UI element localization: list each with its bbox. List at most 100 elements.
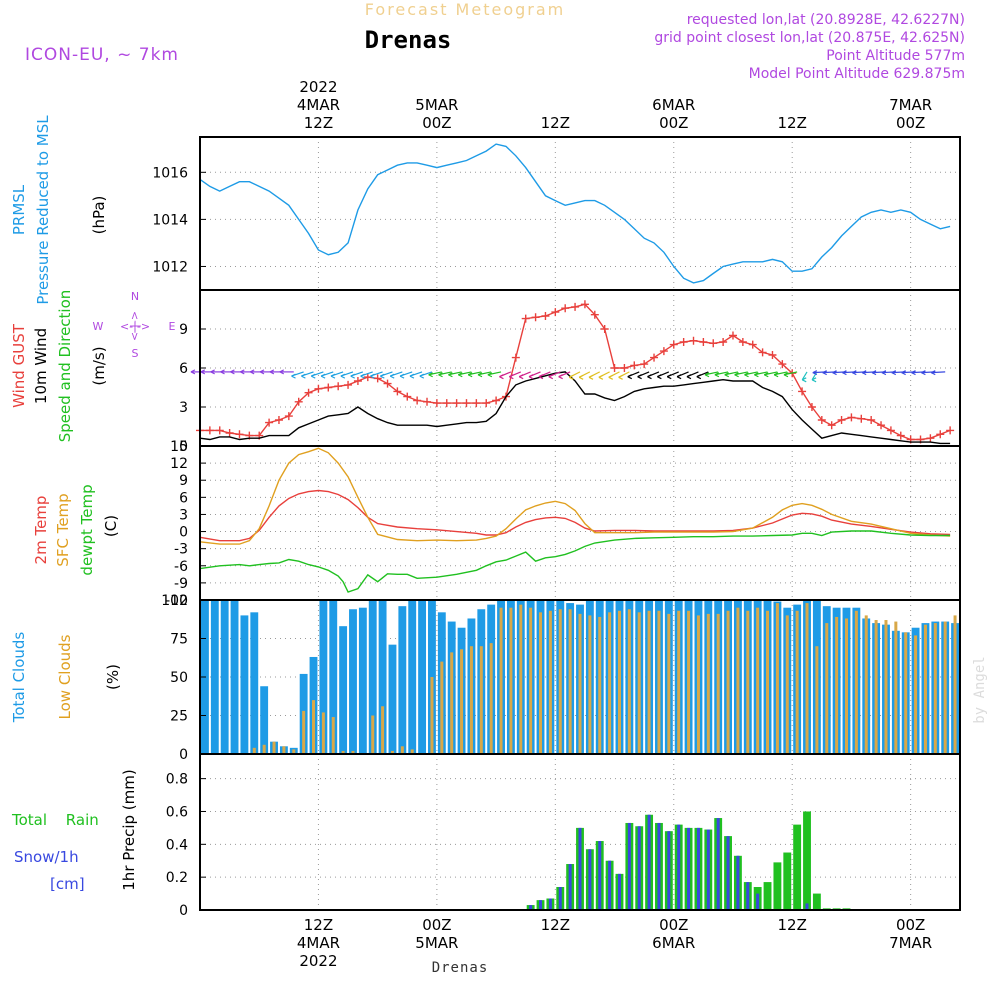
wind-direction-arrow (931, 371, 946, 374)
total-cloud-bar (220, 600, 229, 754)
low-cloud-bar (756, 607, 760, 754)
gust-marker (926, 434, 935, 443)
y-tick-label: 100 (161, 593, 188, 609)
wind-arrow-head (467, 372, 473, 378)
gust-marker (413, 396, 422, 405)
snow-bar (716, 818, 720, 910)
y-tick-label: 6 (179, 490, 188, 506)
rain-bar (803, 811, 811, 910)
gust-marker (551, 308, 560, 317)
snow-bar (637, 826, 641, 910)
wind-arrow-head (871, 370, 877, 376)
wind-arrow-head (509, 374, 514, 380)
wind-arrow-head (380, 373, 385, 379)
low-cloud-bar (775, 603, 779, 754)
chart-title: Drenas (365, 26, 452, 54)
low-cloud-bar (805, 603, 809, 754)
wind-arrow-head (881, 370, 887, 376)
wind-arrow-head (301, 373, 306, 379)
wind-arrow-head (911, 370, 916, 376)
y-tick-label: 25 (170, 709, 188, 725)
low-cloud-bar (884, 620, 888, 754)
gust-marker (265, 418, 274, 427)
gust-marker (205, 426, 214, 435)
wind-arrow-head (714, 372, 720, 378)
total-cloud-bar (378, 600, 387, 754)
snow-bar (677, 824, 681, 910)
y-tick-label: 0.6 (166, 804, 188, 820)
wind-arrow-head (627, 374, 633, 380)
wind-arrow-head (518, 374, 524, 380)
total-cloud-bar (230, 600, 239, 754)
time-label-top: 7MAR (889, 96, 932, 114)
wind-arrow-head (773, 372, 779, 378)
gust-marker (620, 364, 629, 372)
gust-marker (817, 416, 826, 424)
low-cloud-bar (766, 610, 770, 754)
gust-marker (798, 387, 807, 396)
precip-side-labels: Total Rain Snow/1h [cm] 1hr Precip (mm) (11, 769, 138, 893)
snow-bar (617, 873, 621, 910)
time-label-top: 2022 (299, 78, 337, 96)
time-label-top: 6MAR (652, 96, 695, 114)
compass-south: S (132, 347, 139, 360)
gust-marker (719, 338, 728, 346)
prmsl-label: PRMSL (10, 184, 28, 235)
low-cloud-bar (687, 610, 691, 754)
gust-marker (738, 338, 747, 346)
wind-arrow-head (734, 372, 739, 378)
wind-arrow-head (657, 374, 662, 380)
low-cloud-bar (923, 624, 927, 754)
low-cloud-bar (864, 615, 868, 754)
gust-marker (225, 429, 234, 437)
total-cloud-bar (388, 644, 397, 754)
gust-marker (679, 338, 688, 346)
time-label-bottom: 00Z (896, 916, 925, 934)
wind-arrow-head (340, 373, 346, 379)
low-cloud-bar (647, 610, 651, 754)
wind-dir-label: Speed and Direction (56, 290, 74, 443)
low-cloud-bar (953, 615, 957, 754)
wind-arrow-head (210, 369, 215, 375)
low-cloud-bar (637, 612, 641, 754)
wind-arrow-head (852, 370, 857, 376)
low-cloud-bar (736, 607, 740, 754)
low-cloud-bar (568, 609, 572, 754)
time-label-bottom: 7MAR (889, 934, 932, 952)
temperature-side-labels: 2m Temp SFC Temp dewpt Temp (C) (32, 484, 120, 575)
low-cloud-bar (598, 616, 602, 754)
gust-marker (324, 383, 333, 392)
wind-arrow-head (921, 370, 926, 376)
gust-marker (472, 399, 481, 408)
low-cloud-bar (746, 610, 750, 754)
wind-arrow-head (686, 374, 692, 380)
low-cloud-bar (854, 610, 858, 754)
snow-bar (657, 822, 661, 910)
time-label-bottom: 12Z (778, 916, 807, 934)
snow-bar (687, 827, 691, 910)
total-cloud-bar (358, 607, 367, 754)
time-label-bottom: 00Z (422, 916, 451, 934)
gust-marker (837, 416, 846, 424)
watermark: by Angel (972, 656, 988, 723)
gust-marker (827, 421, 836, 430)
gust-marker (442, 399, 451, 408)
low-cloud-bar (539, 612, 543, 754)
y-tick-label: -3 (174, 542, 188, 558)
gust-marker (541, 312, 550, 320)
compass-west: W (93, 320, 104, 333)
gust-marker (590, 310, 599, 319)
total-cloud-bar (260, 686, 269, 754)
total-cloud-bar (250, 612, 259, 754)
low-cloud-bar (943, 621, 947, 754)
snow-bar (647, 814, 651, 910)
wind-arrow-head (861, 370, 867, 376)
low-cloud-bar (835, 616, 839, 754)
total-cloud-bar (408, 600, 417, 754)
gust-marker (492, 396, 501, 405)
total-cloud-bar (339, 626, 348, 754)
temp-unit-label: (C) (102, 515, 120, 537)
wind-arrow-head (350, 373, 356, 379)
y-tick-label: 1014 (152, 212, 188, 228)
snow-bar (706, 829, 710, 910)
